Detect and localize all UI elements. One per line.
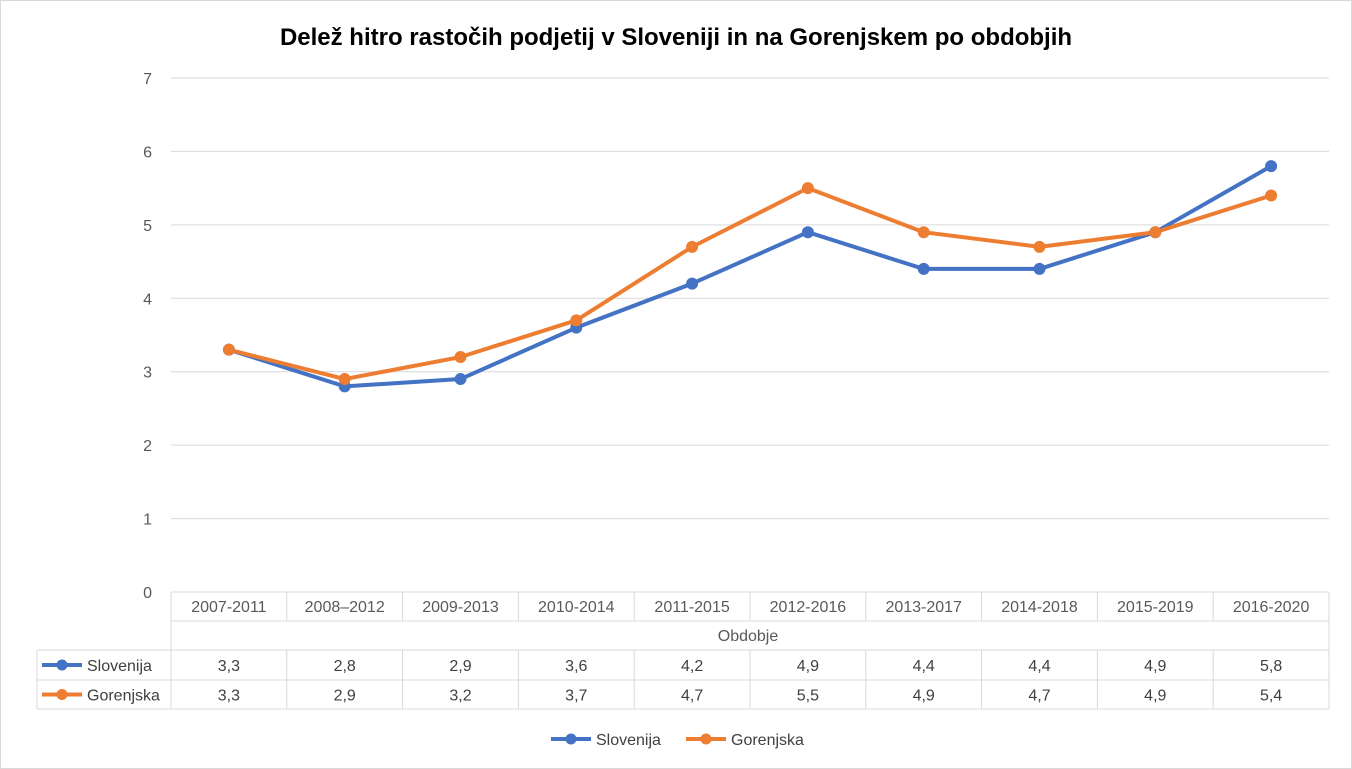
series-lines xyxy=(222,160,1278,393)
data-point xyxy=(1033,262,1046,275)
data-point xyxy=(338,373,351,386)
table-cell: 4,9 xyxy=(1144,658,1166,675)
data-point xyxy=(1265,189,1278,202)
legend-key-marker xyxy=(700,733,712,745)
y-tick-label: 4 xyxy=(143,291,152,308)
table-cell: 3,6 xyxy=(565,658,587,675)
data-point xyxy=(1265,160,1278,173)
table-cell: 4,9 xyxy=(797,658,819,675)
data-point xyxy=(917,262,930,275)
y-tick-label: 5 xyxy=(143,218,152,235)
table-cell: 3,3 xyxy=(218,688,240,705)
x-tick-label: 2013-2017 xyxy=(885,599,962,616)
table-cell: 5,5 xyxy=(797,688,819,705)
table-cell: 4,4 xyxy=(913,658,935,675)
table-cell: 2,8 xyxy=(334,658,356,675)
table-cell: 2,9 xyxy=(449,658,471,675)
x-tick-label: 2009-2013 xyxy=(422,599,499,616)
data-point xyxy=(222,343,235,356)
x-tick-label: 2010-2014 xyxy=(538,599,615,616)
y-tick-label: 6 xyxy=(143,144,152,161)
gridlines xyxy=(171,77,1329,593)
table-row-label: Slovenija xyxy=(87,658,152,675)
x-axis-title: Obdobje xyxy=(718,628,779,645)
data-point xyxy=(454,373,467,386)
data-table: 2007-2011 2008–2012 2009-2013 2010-2014 2011… xyxy=(36,591,1330,710)
data-point xyxy=(1033,240,1046,253)
table-cell: 3,2 xyxy=(449,688,471,705)
table-cell: 4,9 xyxy=(1144,688,1166,705)
table-cell: 4,2 xyxy=(681,658,703,675)
table-cell: 3,7 xyxy=(565,688,587,705)
y-tick-label: 1 xyxy=(143,512,152,529)
table-cell: 3,3 xyxy=(218,658,240,675)
data-point xyxy=(454,351,467,364)
data-point xyxy=(686,240,699,253)
x-tick-label: 2015-2019 xyxy=(1117,599,1194,616)
legend-label: Slovenija xyxy=(596,732,661,749)
table-cell: 4,7 xyxy=(681,688,703,705)
y-tick-label: 7 xyxy=(143,71,152,88)
x-tick-label: 2012-2016 xyxy=(770,599,847,616)
chart-title: Delež hitro rastočih podjetij v Slovenij… xyxy=(280,24,1072,51)
data-point xyxy=(1149,226,1162,239)
data-point xyxy=(801,226,814,239)
x-tick-label: 2014-2018 xyxy=(1001,599,1078,616)
table-cell: 5,4 xyxy=(1260,688,1282,705)
legend-label: Gorenjska xyxy=(731,732,804,749)
table-legend-key-marker xyxy=(56,689,68,700)
y-tick-label: 3 xyxy=(143,365,152,382)
x-tick-label: 2011-2015 xyxy=(654,599,729,616)
table-cell: 5,8 xyxy=(1260,658,1282,675)
data-point xyxy=(570,314,583,327)
y-tick-label: 0 xyxy=(143,585,152,602)
y-tick-label: 2 xyxy=(143,438,152,455)
table-row-label: Gorenjska xyxy=(87,688,160,705)
legend-key-marker xyxy=(565,733,577,745)
table-cell: 2,9 xyxy=(334,688,356,705)
y-axis-ticks: 0 1 2 3 4 5 6 7 xyxy=(143,71,152,602)
data-point xyxy=(917,226,930,239)
table-cell: 4,9 xyxy=(913,688,935,705)
series-line xyxy=(226,186,1274,382)
series-line xyxy=(226,164,1274,389)
data-point xyxy=(686,277,699,290)
data-point xyxy=(801,182,814,195)
table-cell: 4,4 xyxy=(1028,658,1050,675)
table-cell: 4,7 xyxy=(1028,688,1050,705)
x-tick-label: 2016-2020 xyxy=(1233,599,1310,616)
legend: Slovenija Gorenjska xyxy=(551,732,804,749)
x-tick-label: 2008–2012 xyxy=(305,599,385,616)
x-tick-label: 2007-2011 xyxy=(191,599,266,616)
table-legend-key-marker xyxy=(56,659,68,671)
